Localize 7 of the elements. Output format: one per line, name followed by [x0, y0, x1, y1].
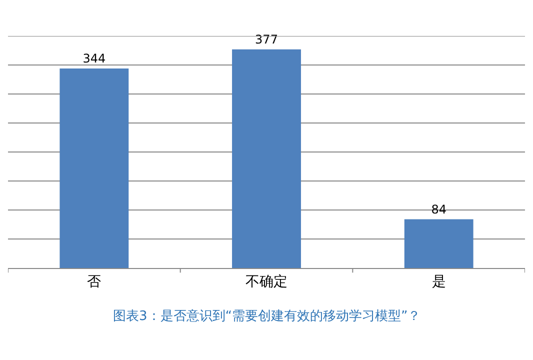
data-label: 377: [255, 32, 278, 46]
x-tick-label: 不确定: [246, 274, 288, 290]
data-label: 84: [431, 202, 446, 216]
data-label: 344: [82, 51, 106, 66]
x-tick-label: 否: [87, 274, 102, 290]
text: 图表3：是否意识到“需要创建有效的移动学习模型”？: [113, 309, 421, 324]
x-tick-label: 是: [432, 274, 446, 290]
